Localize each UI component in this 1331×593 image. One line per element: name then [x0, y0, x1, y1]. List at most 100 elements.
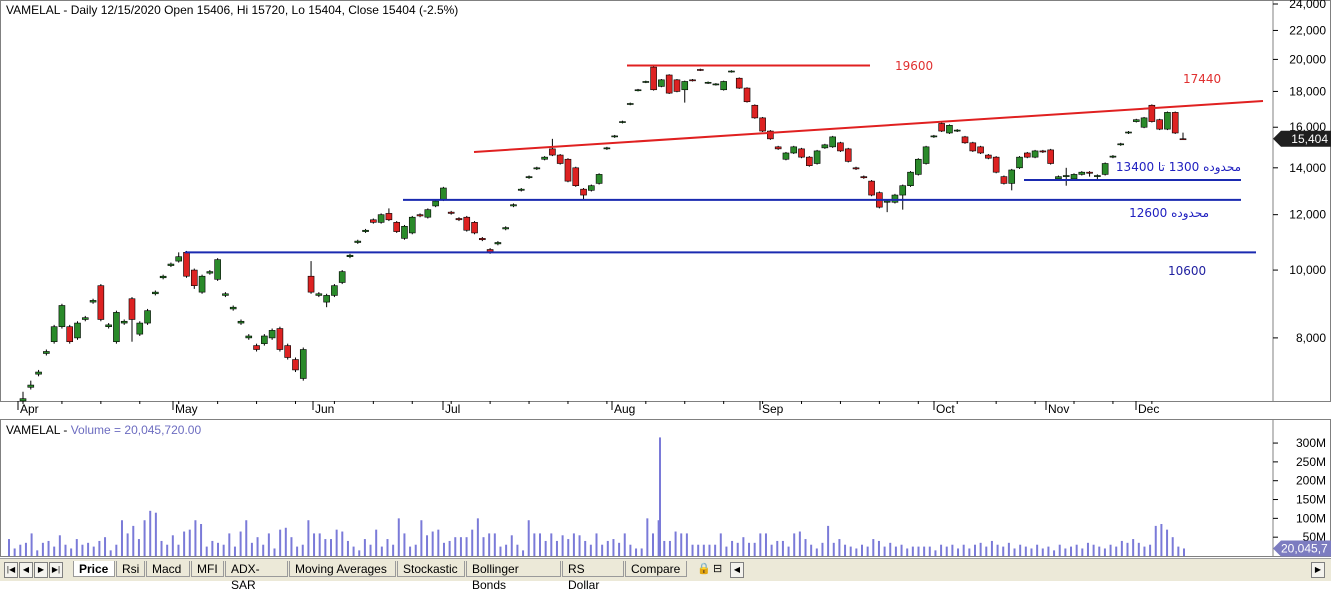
candle-body	[299, 349, 307, 379]
candle-body	[992, 156, 1000, 173]
volume-panel-title: VAMELAL - Volume = 20,045,720.00	[6, 423, 201, 437]
candle-body	[580, 188, 587, 196]
last-volume-marker	[1273, 540, 1331, 557]
candle-body	[1039, 150, 1047, 153]
candle-body	[268, 330, 276, 339]
candle-body	[416, 214, 424, 217]
candle-body	[222, 293, 229, 296]
candle-body	[969, 142, 977, 152]
candle-body	[720, 81, 727, 91]
candle-body	[120, 320, 128, 324]
candle-body	[1132, 119, 1140, 122]
month-label: Sep	[762, 402, 784, 416]
candle-body	[829, 136, 836, 148]
tab-moving-averages[interactable]: Moving Averages	[289, 561, 396, 577]
annotation-label: محدوده 12600	[1129, 206, 1209, 221]
candle-body	[626, 103, 634, 105]
annotation-label: 19600	[895, 59, 933, 73]
tab-price[interactable]: Price	[73, 561, 115, 577]
tab-rsi[interactable]: Rsi	[116, 561, 145, 577]
tab-bollinger-bonds[interactable]: Bollinger Bonds	[466, 561, 561, 592]
candle-body	[907, 171, 914, 186]
candle-body	[852, 167, 860, 170]
candle-body	[572, 167, 580, 186]
annotation-label: محدوده 1300 تا 13400	[1116, 160, 1241, 175]
candle-body	[206, 271, 214, 274]
candle-body	[556, 154, 564, 164]
scroll-left-icon[interactable]: ◀	[730, 562, 744, 578]
candle-body	[447, 211, 455, 214]
candle-body	[712, 83, 720, 86]
tab-adx-sar[interactable]: ADX-SAR	[225, 561, 288, 592]
candle-body	[432, 200, 439, 207]
tab-macd[interactable]: Macd	[146, 561, 190, 577]
candle-body	[346, 254, 354, 257]
candle-body	[611, 135, 618, 138]
candle-body	[930, 135, 938, 138]
candle-body	[525, 176, 533, 179]
candle-body	[159, 275, 167, 279]
rising-trendline	[473, 100, 1264, 153]
chart-canvas[interactable]: 8,000 10,000 12,000 14,000 16,000 18,000 20,00…	[0, 0, 1331, 558]
month-label: Oct	[936, 402, 955, 416]
candle-body	[1179, 138, 1187, 141]
candle-body	[105, 324, 112, 328]
candle-body	[152, 291, 159, 295]
candle-body	[362, 229, 369, 232]
first-icon[interactable]: |◀	[4, 562, 18, 578]
month-label: Apr	[20, 402, 39, 416]
candle-body	[922, 146, 930, 164]
candle-body	[292, 359, 299, 371]
candle-body	[393, 222, 400, 232]
candle-body	[276, 328, 284, 350]
candle-body	[113, 312, 120, 343]
price-y-tick-label: 20,000	[1289, 52, 1326, 66]
candle-body	[1078, 171, 1086, 175]
tab-rs-dollar[interactable]: RS Dollar	[562, 561, 624, 592]
annotation-label: 10600	[1168, 264, 1206, 278]
candle-body	[658, 79, 665, 87]
tab-stockastic[interactable]: Stockastic	[397, 561, 465, 577]
candle-body	[89, 300, 97, 303]
candle-body	[704, 81, 712, 84]
candle-body	[315, 293, 323, 296]
volume-panel-frame	[0, 419, 1331, 557]
candle-body	[767, 130, 774, 140]
lock-icon[interactable]: 🔒	[697, 563, 711, 575]
candle-body	[603, 147, 611, 150]
next-icon[interactable]: ▶	[34, 562, 48, 578]
candle-body	[175, 256, 183, 262]
candle-body	[323, 295, 330, 303]
last-price-label: 15,404	[1291, 132, 1328, 146]
candle-body	[1148, 104, 1156, 122]
candle-body	[401, 225, 408, 239]
last-icon[interactable]: ▶|	[49, 562, 63, 578]
candle-body	[1008, 169, 1016, 184]
candle-body	[479, 238, 486, 241]
candle-body	[1023, 152, 1031, 158]
scroll-right-icon[interactable]: ▶	[1311, 562, 1325, 578]
volume-title-ticker: VAMELAL -	[6, 423, 71, 437]
candle-body	[440, 187, 447, 201]
month-label: Nov	[1048, 402, 1069, 416]
tab-mfi[interactable]: MFI	[191, 561, 224, 577]
last-price-marker	[1273, 130, 1331, 147]
candle-body	[665, 74, 673, 94]
candle-body	[619, 121, 626, 123]
candle-body	[183, 252, 190, 277]
tab-compare[interactable]: Compare	[625, 561, 687, 577]
candle-body	[595, 174, 603, 184]
candle-body	[1156, 119, 1163, 130]
candle-body	[821, 144, 829, 149]
candle-body	[938, 123, 945, 132]
candle-body	[128, 298, 136, 320]
month-label: May	[175, 402, 198, 416]
candle-body	[728, 70, 735, 73]
prev-icon[interactable]: ◀	[19, 562, 33, 578]
candle-body	[1164, 112, 1171, 130]
price-panel-frame	[0, 0, 1331, 402]
candle-body	[961, 136, 969, 144]
month-label: Aug	[614, 402, 635, 416]
candle-body	[790, 146, 798, 154]
zoom-icon[interactable]: ⊟	[713, 563, 723, 575]
